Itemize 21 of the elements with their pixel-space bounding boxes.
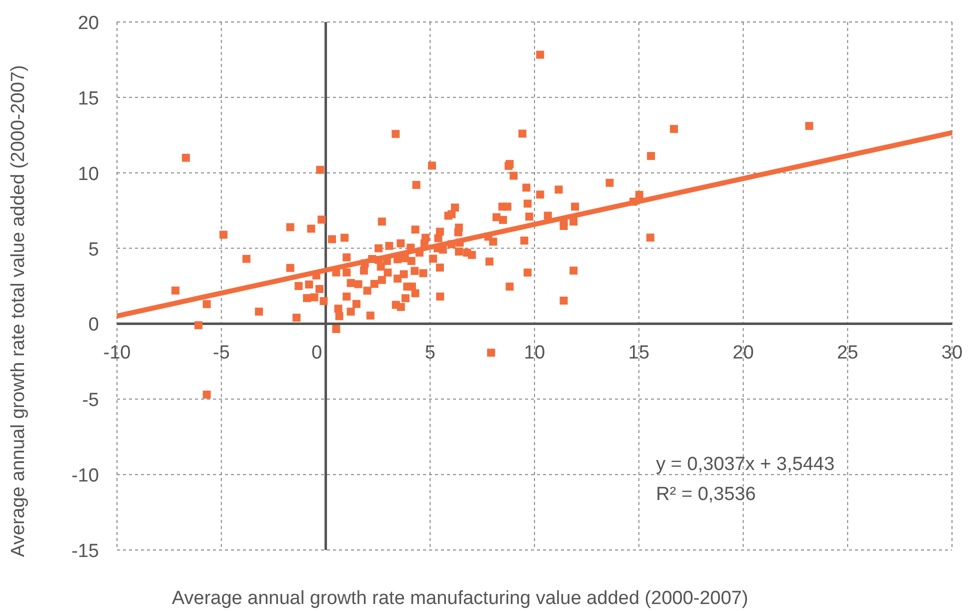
- x-tick-label: -5: [212, 342, 230, 364]
- y-tick-label: 0: [88, 314, 99, 336]
- y-tick-label: -10: [72, 466, 99, 487]
- annotation: y = 0,3037x + 3,5443: [656, 454, 835, 475]
- x-tick-label: 30: [941, 342, 963, 364]
- y-tick-label: 20: [78, 13, 99, 34]
- annotation: R² = 0,3536: [656, 484, 756, 505]
- y-tick-label: -5: [82, 390, 99, 412]
- y-tick-label: 10: [78, 164, 99, 185]
- y-tick-label: -15: [72, 541, 99, 562]
- y-tick-label: 15: [78, 88, 99, 110]
- y-tick-label: 5: [88, 239, 99, 260]
- x-tick-label: 10: [524, 342, 546, 364]
- x-tick-label: -10: [103, 342, 131, 364]
- x-tick-label: 20: [732, 342, 754, 364]
- y-axis-title: Average annual growth rate total value added (2000-2007): [8, 65, 29, 557]
- x-tick-label: 0: [311, 342, 322, 364]
- x-tick-label: 25: [837, 342, 858, 364]
- x-tick-label: 5: [424, 342, 436, 364]
- x-tick-label: 15: [628, 342, 650, 364]
- x-axis-title: Average annual growth rate manufacturing value added (2000-2007): [172, 588, 748, 609]
